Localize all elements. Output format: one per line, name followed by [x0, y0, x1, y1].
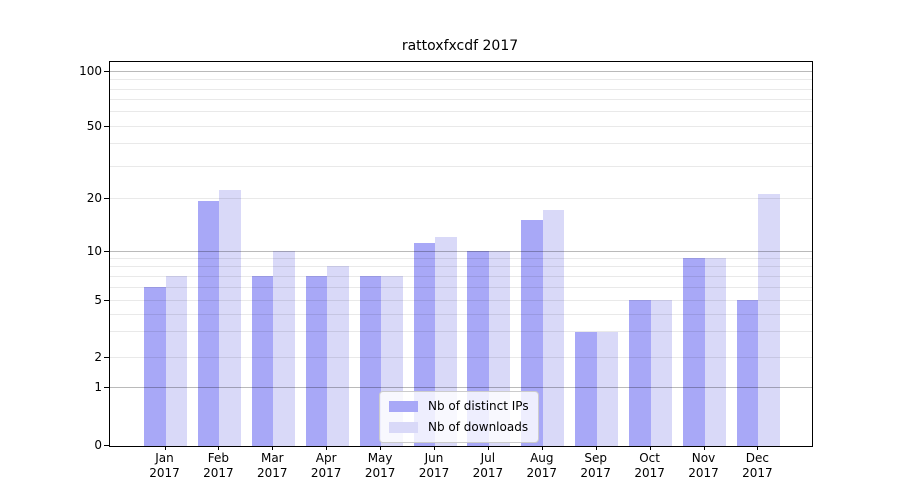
- x-tick-mark-jul: [488, 446, 489, 450]
- gridline-y-4: [110, 313, 812, 315]
- bar-downloads-mar: [273, 250, 295, 446]
- bar-downloads-apr: [327, 266, 349, 446]
- x-tick-mark-feb: [218, 446, 219, 450]
- y-tick-label-50: 50: [86, 118, 102, 133]
- x-tick-label-apr: Apr 2017: [310, 451, 342, 480]
- gridline-y-90: [110, 79, 812, 81]
- x-tick-label-sep: Sep 2017: [580, 451, 611, 480]
- x-tick-mark-mar: [272, 446, 273, 450]
- x-tick-mark-sep: [596, 446, 597, 450]
- gridline-y-40: [110, 143, 812, 145]
- gridline-y-20: [110, 197, 812, 199]
- x-tick-mark-jan: [165, 446, 166, 450]
- x-tick-mark-may: [380, 446, 381, 450]
- gridline-y-50: [110, 125, 812, 127]
- bar-downloads-oct: [650, 300, 673, 446]
- gridline-y-1: [110, 386, 812, 388]
- gridline-y-30: [110, 165, 812, 167]
- plot-area: Nb of distinct IPs Nb of downloads: [109, 61, 813, 447]
- gridline-y-60: [110, 111, 812, 113]
- chart-title: rattoxfxcdf 2017: [401, 38, 519, 54]
- bar-distinct-ips-may: [359, 275, 382, 446]
- x-tick-mark-apr: [326, 446, 327, 450]
- bar-distinct-ips-aug: [521, 219, 543, 446]
- gridline-y-5: [110, 300, 812, 301]
- legend-swatch-downloads-icon: [389, 422, 418, 433]
- bar-distinct-ips-dec: [736, 300, 759, 446]
- x-tick-label-nov: Nov 2017: [688, 451, 719, 480]
- y-tick-label-100: 100: [79, 64, 102, 78]
- y-tick-mark-10: [104, 251, 109, 252]
- y-tick-label-10: 10: [86, 243, 102, 258]
- bar-distinct-ips-nov: [683, 258, 705, 446]
- legend-item-downloads: Nb of downloads: [389, 419, 529, 436]
- bar-downloads-feb: [219, 190, 241, 446]
- y-tick-mark-100: [104, 71, 109, 72]
- legend-label-distinct-ips: Nb of distinct IPs: [428, 399, 529, 413]
- x-tick-label-feb: Feb 2017: [203, 451, 234, 480]
- bar-distinct-ips-sep: [575, 331, 597, 446]
- x-tick-mark-aug: [542, 446, 543, 450]
- x-tick-mark-jun: [434, 446, 435, 450]
- y-tick-label-1: 1: [94, 379, 102, 394]
- bar-downloads-aug: [542, 209, 565, 446]
- legend-swatch-distinct-ips-icon: [389, 401, 418, 412]
- bar-downloads-sep: [596, 331, 619, 446]
- x-tick-label-mar: Mar 2017: [257, 451, 288, 480]
- legend: Nb of distinct IPs Nb of downloads: [379, 391, 539, 443]
- x-tick-label-may: May 2017: [364, 451, 396, 480]
- y-tick-mark-1: [104, 387, 109, 388]
- gridline-y-2: [110, 356, 812, 358]
- y-tick-label-20: 20: [86, 190, 102, 205]
- bar-distinct-ips-feb: [197, 201, 220, 446]
- bar-downloads-nov: [704, 258, 726, 446]
- x-tick-label-oct: Oct 2017: [634, 451, 665, 480]
- gridline-y-10: [110, 250, 812, 252]
- gridline-y-100: [110, 71, 812, 72]
- gridline-y-80: [110, 88, 812, 90]
- y-tick-mark-20: [104, 198, 109, 199]
- y-tick-label-5: 5: [94, 293, 102, 307]
- legend-item-distinct-ips: Nb of distinct IPs: [389, 398, 529, 415]
- y-tick-mark-5: [104, 300, 109, 301]
- bar-distinct-ips-apr: [305, 275, 328, 446]
- x-tick-label-dec: Dec 2017: [742, 451, 773, 480]
- gridline-y-70: [110, 99, 812, 101]
- x-tick-mark-oct: [650, 446, 651, 450]
- y-tick-label-2: 2: [94, 349, 102, 364]
- gridline-y-7: [110, 275, 812, 277]
- y-tick-label-0: 0: [94, 437, 102, 452]
- bar-downloads-dec: [758, 193, 780, 446]
- y-tick-mark-2: [104, 357, 109, 358]
- gridline-y-3: [110, 331, 812, 333]
- x-tick-mark-nov: [704, 446, 705, 450]
- x-tick-label-jul: Jul 2017: [472, 451, 504, 480]
- bar-distinct-ips-jan: [144, 286, 166, 446]
- gridline-y-6: [110, 286, 812, 288]
- x-tick-label-jun: Jun 2017: [418, 451, 450, 480]
- x-tick-mark-dec: [757, 446, 758, 450]
- x-tick-label-aug: Aug 2017: [526, 451, 558, 480]
- gridline-y-8: [110, 266, 812, 268]
- bar-distinct-ips-oct: [629, 300, 651, 446]
- y-tick-mark-0: [104, 445, 109, 446]
- x-tick-label-jan: Jan 2017: [149, 451, 180, 480]
- bar-distinct-ips-mar: [251, 275, 274, 446]
- bar-downloads-jan: [165, 275, 187, 446]
- gridline-y-9: [110, 258, 812, 260]
- legend-label-downloads: Nb of downloads: [428, 420, 529, 434]
- y-tick-mark-50: [104, 126, 109, 127]
